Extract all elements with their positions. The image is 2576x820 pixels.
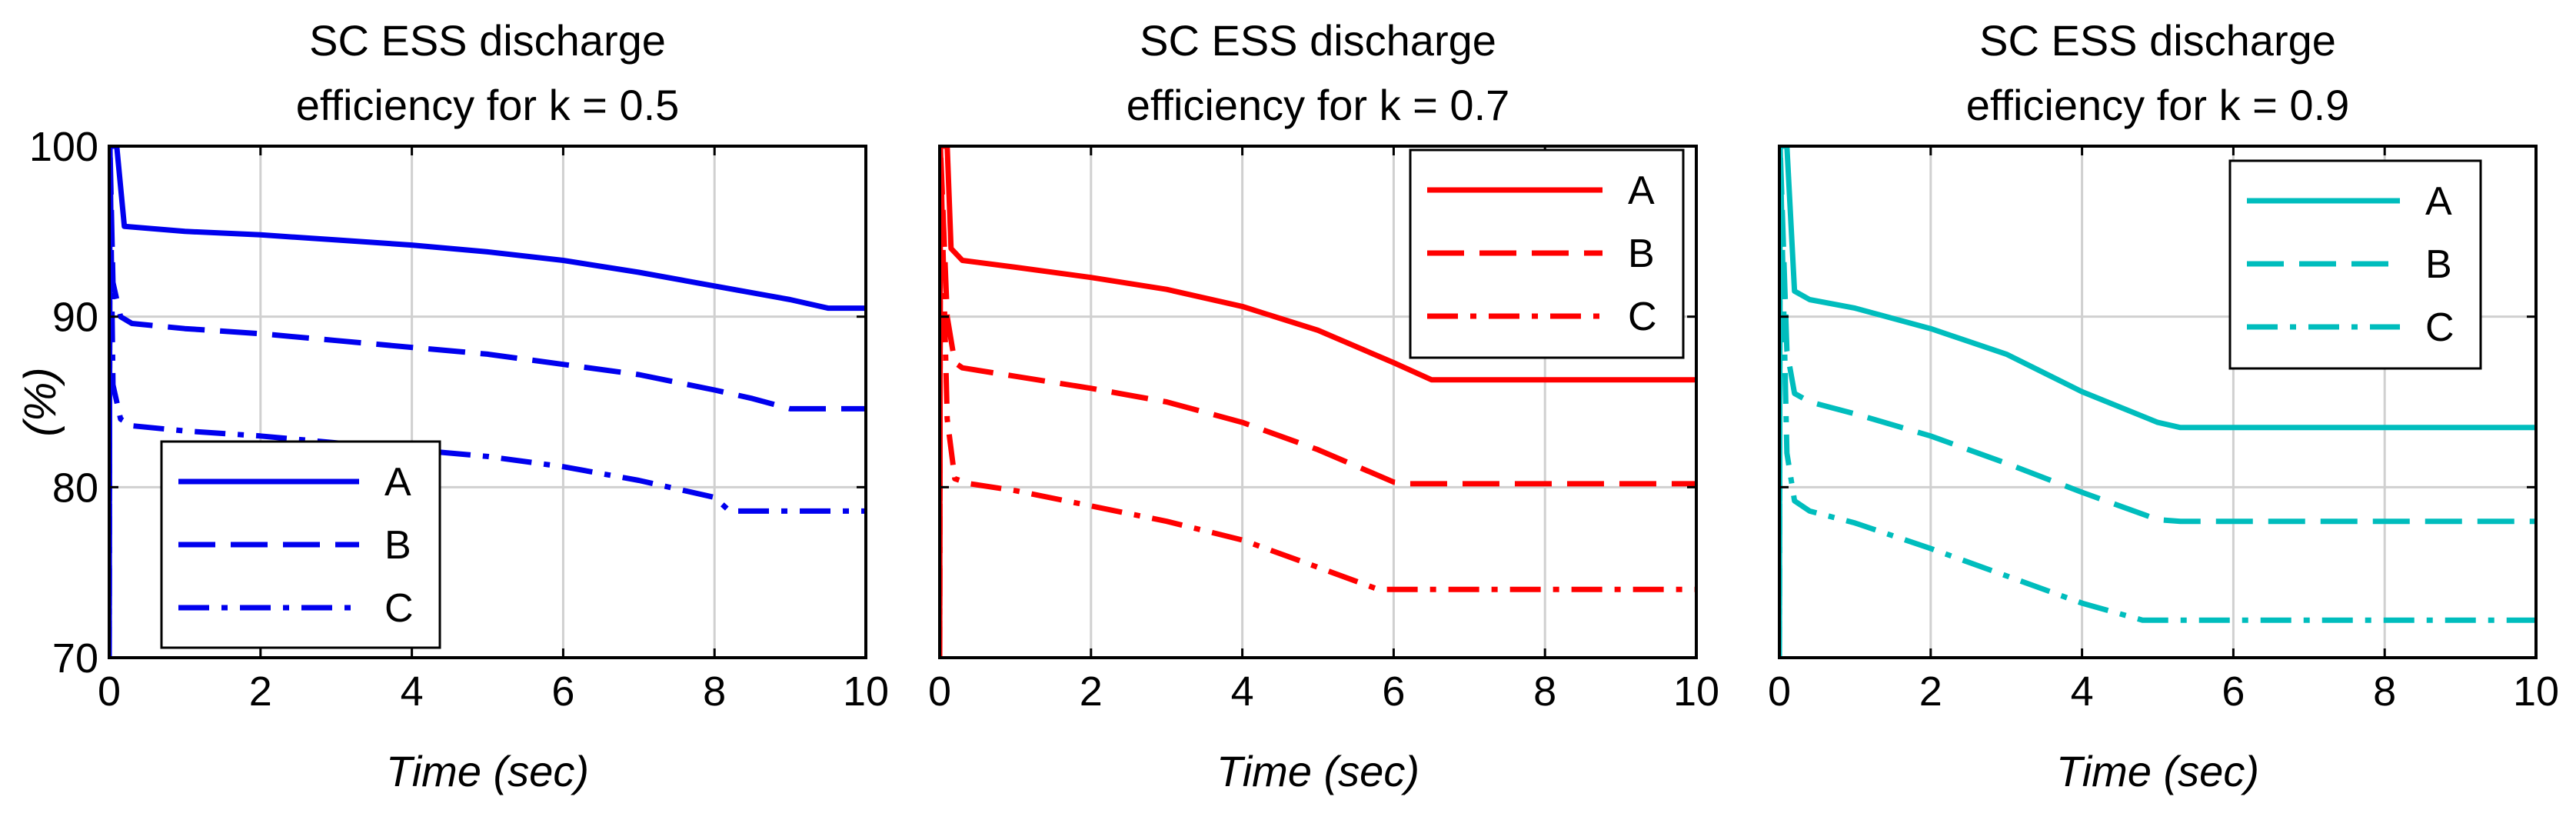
y-tick-label: 70 <box>52 635 98 682</box>
x-axis-label: Time (sec) <box>2056 747 2259 795</box>
x-tick-label: 2 <box>1080 668 1103 715</box>
x-tick-label: 2 <box>249 668 272 715</box>
axes-frame <box>108 145 867 659</box>
y-tick-label: 90 <box>52 295 98 341</box>
chart-panel-1: 0 2 4 6 8 10 70 80 90 100 SC ESS discharge efficien… <box>15 16 889 795</box>
series-line-C <box>1779 145 2536 658</box>
legend-label: B <box>384 523 411 568</box>
x-tick-label: 10 <box>843 668 889 715</box>
chart-title-line: efficiency for k = 0.7 <box>1127 81 1510 129</box>
x-tick-label: 4 <box>1231 668 1254 715</box>
legend-label: A <box>1628 168 1655 213</box>
x-tick-label: 10 <box>1673 668 1719 715</box>
x-axis-label: Time (sec) <box>1216 747 1419 795</box>
x-axis-label: Time (sec) <box>386 747 589 795</box>
legend: ABC <box>160 440 441 649</box>
series-line-C <box>940 145 1696 658</box>
chart-title-line: SC ESS discharge <box>1979 16 2336 65</box>
x-tick-label: 10 <box>2513 668 2559 715</box>
legend-label: B <box>2425 242 2452 287</box>
legend-label: B <box>1628 232 1655 276</box>
legend-label: A <box>2425 179 2452 224</box>
legend: ABC <box>1409 148 1685 359</box>
y-axis-label: (%) <box>15 367 65 436</box>
legend-label: A <box>384 460 411 505</box>
x-tick-label: 6 <box>551 668 574 715</box>
legend-label: C <box>1628 295 1657 339</box>
chart-title-line: SC ESS discharge <box>1140 16 1496 65</box>
chart-title-line: efficiency for k = 0.5 <box>296 81 680 129</box>
x-tick-label: 8 <box>2373 668 2396 715</box>
chart-title-line: efficiency for k = 0.9 <box>1966 81 2350 129</box>
x-tick-label: 0 <box>1768 668 1791 715</box>
x-tick-label: 6 <box>1382 668 1405 715</box>
x-tick-label: 4 <box>401 668 424 715</box>
series-line-A <box>109 145 866 658</box>
x-tick-label: 8 <box>1533 668 1556 715</box>
chart-title-line: SC ESS discharge <box>309 16 666 65</box>
x-tick-label: 2 <box>1919 668 1942 715</box>
legend: ABC <box>2228 159 2482 370</box>
x-tick-label: 4 <box>2071 668 2094 715</box>
chart-panel-3: 0 2 4 6 8 10 SC ESS discharge efficiency for k … <box>1768 16 2559 795</box>
x-tick-label: 8 <box>703 668 726 715</box>
x-tick-label: 0 <box>98 668 121 715</box>
x-tick-label: 6 <box>2222 668 2245 715</box>
legend-label: C <box>384 586 414 631</box>
x-tick-label: 0 <box>928 668 951 715</box>
legend-label: C <box>2425 305 2455 350</box>
y-tick-label: 100 <box>29 124 98 170</box>
axes-frame <box>1778 145 2538 659</box>
y-tick-label: 80 <box>52 465 98 511</box>
chart-panel-2: 0 2 4 6 8 10 SC ESS discharge efficiency for k … <box>928 16 1719 795</box>
axes-frame <box>938 145 1698 659</box>
